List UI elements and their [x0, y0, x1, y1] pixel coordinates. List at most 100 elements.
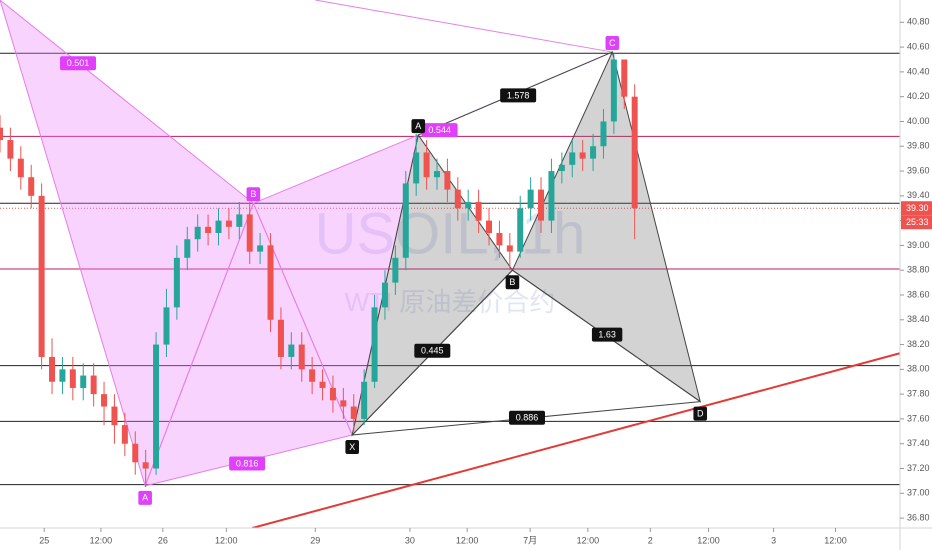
candle-body	[329, 387, 336, 401]
point-label-box	[246, 187, 261, 202]
y-tick-label: 40.80	[907, 17, 930, 27]
candle-body	[153, 344, 160, 469]
x-tick-label: 26	[158, 535, 168, 545]
ratio-label: 0.816	[236, 458, 259, 468]
y-tick-label: 40.00	[907, 116, 930, 126]
candle-body	[288, 344, 295, 357]
plot-area: 0.501 0.816 0.544 1.578 0.445 1.63 0.886 A B C X A B…	[0, 0, 900, 528]
y-tick-label: 38.60	[907, 289, 930, 299]
candle-body	[0, 127, 3, 141]
y-tick-label: 39.80	[907, 141, 930, 151]
candle-body	[17, 158, 24, 178]
candle-body	[319, 381, 326, 388]
point-label: C	[609, 38, 616, 48]
ratio-label-box	[500, 88, 537, 103]
candle-body	[246, 214, 253, 252]
candle-body	[257, 245, 264, 252]
point-label-box	[138, 490, 152, 505]
candle-body	[7, 140, 14, 159]
last-price-label: 39.30	[906, 203, 929, 213]
x-tick-label: 2	[648, 535, 653, 545]
y-tick-label: 37.00	[907, 488, 930, 498]
ratio-label-box	[60, 56, 97, 71]
candle-body	[433, 171, 440, 178]
candle-body	[402, 183, 409, 258]
candle-body	[631, 96, 638, 209]
x-tick-label: 12:00	[824, 535, 847, 545]
x-tick-label: 3	[771, 535, 776, 545]
x-tick-label: 29	[310, 535, 320, 545]
ratio-label: 0.544	[428, 125, 451, 135]
x-tick-label: 30	[405, 535, 415, 545]
candle-body	[590, 146, 597, 159]
x-tick-label: 12:00	[90, 535, 113, 545]
point-label: B	[250, 189, 256, 199]
candle-body	[340, 400, 347, 407]
candle-body	[392, 257, 399, 283]
countdown-box	[901, 215, 932, 230]
candle-body	[277, 319, 284, 357]
y-tick-label: 40.60	[907, 41, 930, 51]
candle-body	[173, 257, 180, 308]
y-tick-label: 37.40	[907, 438, 930, 448]
candle-body	[163, 307, 170, 345]
y-tick-label: 37.20	[907, 463, 930, 473]
ratio-label-box	[421, 123, 458, 138]
y-tick-label: 38.40	[907, 314, 930, 324]
candle-body	[298, 344, 305, 370]
candle-body	[527, 189, 534, 209]
candle-body	[132, 443, 139, 463]
candle-body	[184, 239, 191, 258]
countdown-label: 25:33	[906, 217, 929, 227]
x-tick-label: 7月	[523, 535, 537, 545]
candle-body	[465, 202, 472, 209]
point-label: X	[349, 442, 355, 452]
candle-body	[371, 307, 378, 382]
candle-body	[267, 245, 274, 320]
candle-body	[486, 220, 493, 234]
point-label-box	[693, 406, 708, 421]
candle-body	[205, 226, 212, 234]
ratio-label: 1.63	[598, 330, 616, 340]
y-tick-label: 38.20	[907, 339, 930, 349]
candle-body	[569, 152, 576, 165]
point-label: D	[697, 408, 704, 418]
ratio-label: 0.445	[421, 346, 444, 356]
candle-body	[454, 189, 461, 209]
candle-body	[548, 171, 555, 221]
candle-body	[538, 189, 545, 221]
candle-body	[579, 152, 586, 159]
pattern-line	[315, 0, 613, 53]
candle-body	[621, 59, 628, 97]
y-tick-label: 38.00	[907, 364, 930, 374]
candle-body	[558, 164, 565, 172]
y-tick-label: 39.40	[907, 190, 930, 200]
y-tick-label: 40.40	[907, 66, 930, 76]
y-tick-label: 38.80	[907, 265, 930, 275]
candle-body	[59, 369, 66, 382]
point-label: B	[509, 277, 515, 287]
candle-body	[361, 381, 368, 419]
candle-body	[225, 220, 232, 227]
y-tick-label: 39.00	[907, 240, 930, 250]
candle-body	[28, 177, 35, 196]
candle-body	[350, 406, 357, 419]
y-tick-label: 39.60	[907, 165, 930, 175]
candle-body	[309, 369, 316, 382]
ratio-label-box	[229, 456, 266, 471]
point-label-box	[505, 275, 520, 290]
candle-body	[69, 369, 76, 388]
candle-body	[517, 208, 524, 252]
x-tick-label: 25	[39, 535, 49, 545]
point-label: A	[142, 493, 148, 503]
y-tick-label: 36.80	[907, 512, 930, 522]
ratio-label-box	[508, 410, 545, 425]
candle-body	[90, 375, 97, 395]
ratio-label: 0.501	[67, 58, 90, 68]
candle-body	[121, 425, 128, 444]
candle-body	[101, 394, 108, 407]
candle-body	[475, 202, 482, 221]
